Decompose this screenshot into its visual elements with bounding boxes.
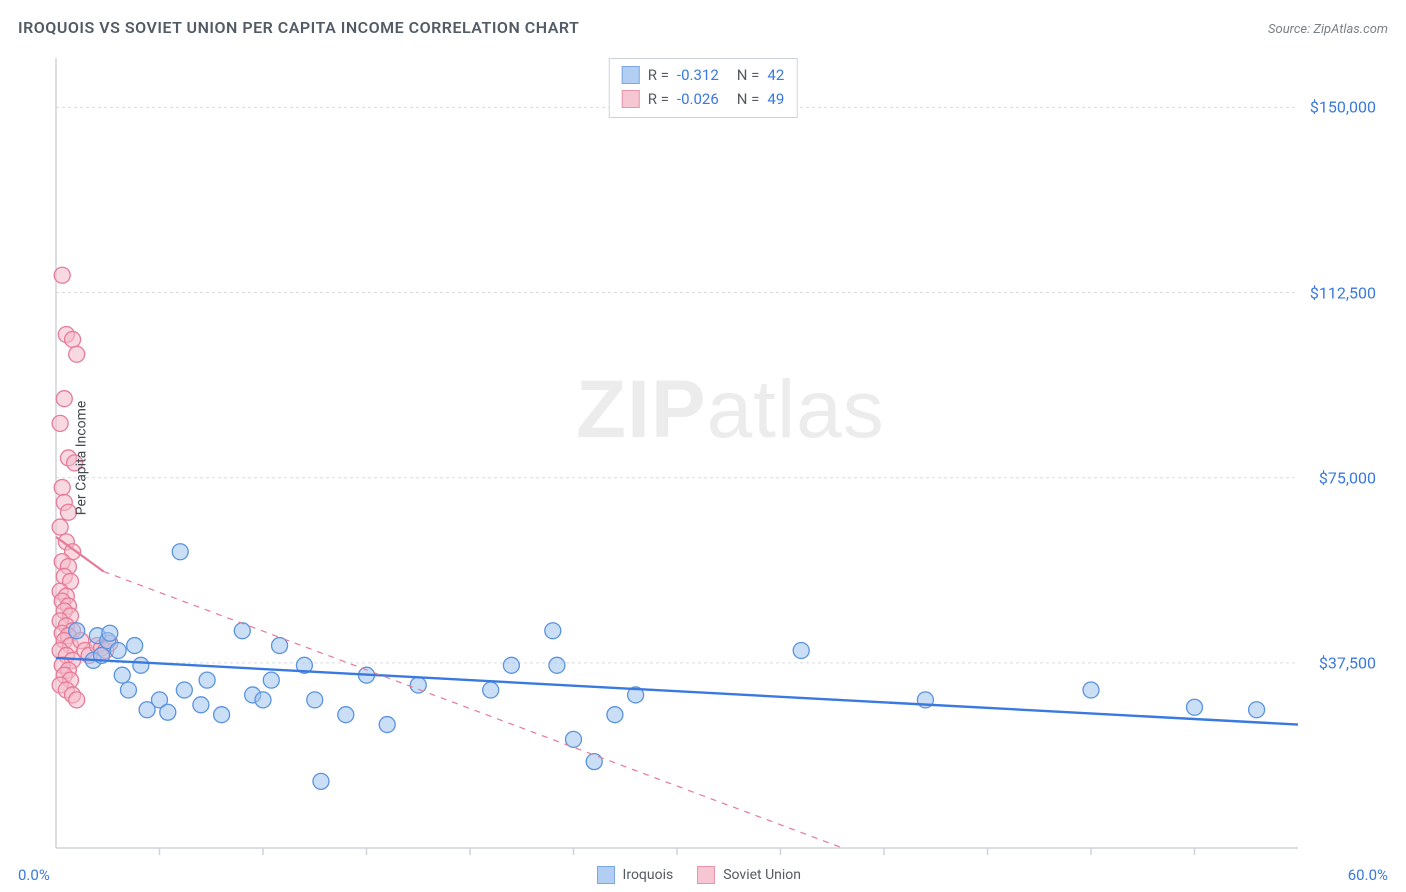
y-tick-label: $75,000 xyxy=(1319,468,1376,487)
legend-label: Iroquois xyxy=(623,867,674,883)
series-swatch xyxy=(622,90,640,108)
chart-title: IROQUOIS VS SOVIET UNION PER CAPITA INCO… xyxy=(18,18,579,37)
y-tick-label: $37,500 xyxy=(1319,653,1376,672)
y-tick-label: $112,500 xyxy=(1310,283,1376,302)
series-swatch xyxy=(622,66,640,84)
stats-box: R = -0.312N = 42R = -0.026N = 49 xyxy=(609,58,798,118)
stats-row: R = -0.312N = 42 xyxy=(622,63,785,87)
x-min-label: 0.0% xyxy=(18,866,50,884)
scatter-plot xyxy=(18,58,1388,858)
y-axis-label: Per Capita Income xyxy=(73,401,89,516)
legend-item: Iroquois xyxy=(597,866,674,884)
y-tick-label: $150,000 xyxy=(1310,98,1376,117)
source-label: Source: ZipAtlas.com xyxy=(1268,22,1388,37)
stats-row: R = -0.026N = 49 xyxy=(622,87,785,111)
legend-label: Soviet Union xyxy=(723,867,801,883)
x-max-label: 60.0% xyxy=(1348,866,1388,884)
legend-item: Soviet Union xyxy=(697,866,801,884)
legend: Iroquois Soviet Union xyxy=(597,866,802,884)
series-swatch xyxy=(597,866,615,884)
series-swatch xyxy=(697,866,715,884)
